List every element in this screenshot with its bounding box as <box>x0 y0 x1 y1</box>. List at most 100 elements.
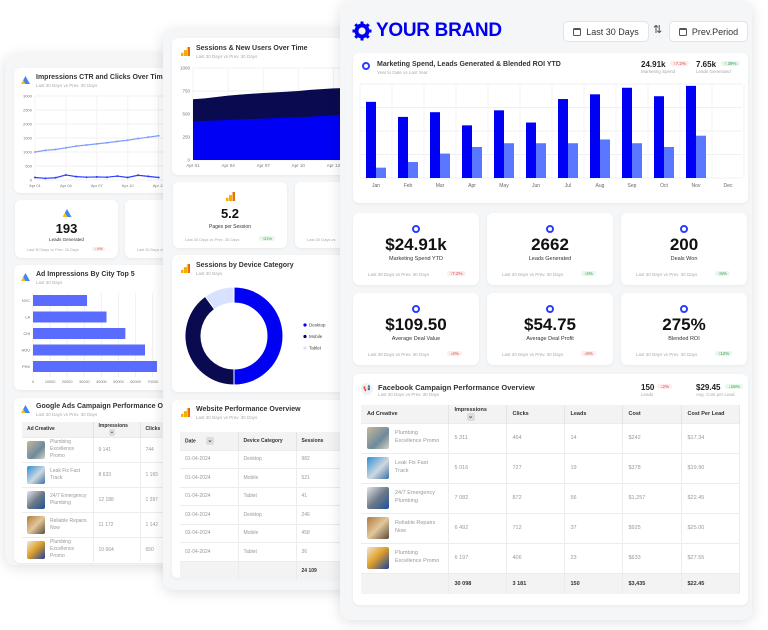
facebook-campaign-card: 📢 Facebook Campaign Performance Overview… <box>353 374 748 605</box>
ad-thumbnail-image[interactable] <box>367 547 389 569</box>
bar-sep-series-1 <box>622 87 632 178</box>
y-tick-label: NYC <box>22 299 30 303</box>
kpi-caption: Last 30 Days vs Prev. 30 Days <box>502 272 564 277</box>
total-cell: 150 <box>564 572 623 594</box>
cell-ad-creative: 01-04-2024 <box>180 468 239 487</box>
device-donut-chart: Desktop Mobile Tablet <box>184 286 326 386</box>
header-kpi-value: 150 <box>641 383 655 392</box>
data-point <box>116 175 119 178</box>
total-cell: $3,435 <box>622 572 682 594</box>
column-header[interactable]: Ad Creative <box>361 405 449 423</box>
ad-thumbnail-image[interactable] <box>27 540 45 559</box>
cell-value: $22.45 <box>687 495 705 501</box>
column-header[interactable]: Date ⌄ <box>180 432 239 450</box>
sort-chevron-down-icon[interactable]: ⌄ <box>205 436 214 445</box>
data-point <box>137 137 139 140</box>
ad-thumbnail-image[interactable] <box>367 427 389 449</box>
x-tick-label: 40000 <box>96 380 107 384</box>
ad-thumbnail-image[interactable] <box>367 457 389 479</box>
kpi-caption: Last 30 Days vs Prev. 30 Days <box>368 352 430 357</box>
ytd-bar-chart: Jan Feb Mar Apr May Jun Jul Aug Sep Oct Nov Dec <box>359 83 745 189</box>
column-header-label: Cost Per Lead <box>687 410 725 417</box>
brand-ring-icon <box>412 225 420 233</box>
column-header[interactable]: Impressions⌄ <box>448 405 507 423</box>
x-tick-label: Aug <box>596 183 605 189</box>
x-tick-label: Mar <box>436 183 445 189</box>
column-header-label: Impressions <box>454 406 487 413</box>
kpi-label: Deals Won <box>670 256 698 262</box>
table-row[interactable]: Reliable Repairs Now 6 492 712 37 $925 $25.00 <box>361 512 740 543</box>
card-title: Ad Impressions By City Top 5 <box>36 271 135 278</box>
table-cell: Mobile <box>238 523 297 543</box>
slice-desktop <box>233 286 284 386</box>
table-row[interactable]: 24/7 Emergency Plumbing 7 082 872 56 $1,257 $… <box>361 482 740 513</box>
bar-nyc <box>33 295 88 306</box>
cell-value: 02-04-2024 <box>185 511 211 518</box>
x-tick-label: Oct <box>660 183 668 189</box>
ad-thumbnail-image[interactable] <box>27 465 45 484</box>
table-cell: 7 082 <box>448 482 507 513</box>
table-row[interactable]: Plumbing Excellence Promo 5 311 464 14 $242 $… <box>361 422 740 453</box>
date-range-button[interactable]: Last 30 Days <box>563 21 649 42</box>
table-row[interactable]: Leak Fix Fast Track 5 016 727 19 $378 $19.90 <box>361 452 740 483</box>
column-header[interactable]: Leads <box>564 405 623 423</box>
cell-value: 5 311 <box>454 435 468 441</box>
header-kpi-label: Avg. Cost per Lead <box>696 392 735 397</box>
calendar-icon <box>678 27 687 36</box>
x-tick-label: 30000 <box>79 380 90 384</box>
compare-period-button[interactable]: Prev.Period <box>669 21 748 42</box>
table-row[interactable]: Plumbing Excellence Promo 6 197 406 23 $633 $… <box>361 542 740 573</box>
table-cell: 56 <box>564 482 623 513</box>
sort-chevron-down-icon[interactable]: ⌄ <box>108 428 116 436</box>
data-point <box>34 151 36 153</box>
card-title: Marketing Spend, Leads Generated & Blend… <box>377 61 561 68</box>
bar-mar-series-1 <box>430 112 440 178</box>
table-header-row: Ad Creative Impressions⌄ Clicks Leads Cost Co… <box>361 405 740 423</box>
column-header[interactable]: Device Category <box>238 432 297 450</box>
data-point <box>106 141 109 144</box>
google-ads-icon <box>21 405 30 413</box>
swap-arrows-icon[interactable]: ⇅ <box>653 24 663 36</box>
kpi-card: $24.91k Marketing Spend YTD Last 30 Days v… <box>353 213 479 285</box>
header-kpi-value: $29.45 <box>696 383 721 392</box>
cell-ad-creative: Reliable Repairs Now <box>361 512 449 543</box>
column-header-label: Ad Creative <box>367 410 398 417</box>
column-header[interactable]: Clicks <box>506 405 565 423</box>
kpi-label: Leads Generated <box>528 256 572 262</box>
cell-value: $242 <box>628 435 641 441</box>
column-header[interactable]: Cost <box>622 405 682 423</box>
ad-thumbnail-image[interactable] <box>367 517 389 539</box>
column-header-label: Impressions <box>98 422 128 429</box>
bar-nov-series-2 <box>696 135 706 178</box>
x-tick-label: Jun <box>532 183 540 189</box>
ad-thumbnail-image[interactable] <box>27 440 45 459</box>
sort-chevron-down-icon[interactable]: ⌄ <box>466 412 475 421</box>
cell-value: 406 <box>512 555 522 561</box>
column-header[interactable]: Impressions⌄ <box>93 422 141 437</box>
y-tick-label: 750 <box>182 89 190 94</box>
cell-value: 6 492 <box>454 525 469 531</box>
ad-thumbnail-image[interactable] <box>27 515 45 534</box>
ad-creative-name: Plumbing Excellence Promo <box>395 430 440 444</box>
ad-thumbnail-image[interactable] <box>27 490 45 509</box>
column-header-label: Leads <box>570 410 587 417</box>
megaphone-icon: 📢 <box>361 383 373 395</box>
kpi-caption: Last 30 Days vs Prev. 30 Days <box>185 237 240 242</box>
kpi-delta-badge: ↑12% <box>715 351 733 356</box>
total-cell: 3 181 <box>506 572 565 594</box>
column-header[interactable]: Ad Creative <box>22 422 94 437</box>
bar-jan-series-1 <box>366 101 376 178</box>
card-subtitle: Last 30 Days vs Prev. 30 Days <box>196 54 258 59</box>
y-tick-label: 250 <box>182 135 190 140</box>
column-header[interactable]: Cost Per Lead <box>681 405 740 423</box>
ad-creative-name: Reliable Repairs Now <box>50 517 87 531</box>
ytd-chart-card: Marketing Spend, Leads Generated & Blend… <box>353 53 748 203</box>
y-tick-label: 500 <box>25 164 32 169</box>
ad-thumbnail-image[interactable] <box>367 487 389 509</box>
data-point <box>137 174 139 177</box>
y-tick-label: 1500 <box>23 136 33 141</box>
column-header-label: Clicks <box>145 426 161 433</box>
cell-ad-creative: 24/7 Emergency Plumbing <box>361 482 449 513</box>
cell-value: Desktop <box>243 511 262 518</box>
y-tick-label: CHI <box>23 332 30 336</box>
